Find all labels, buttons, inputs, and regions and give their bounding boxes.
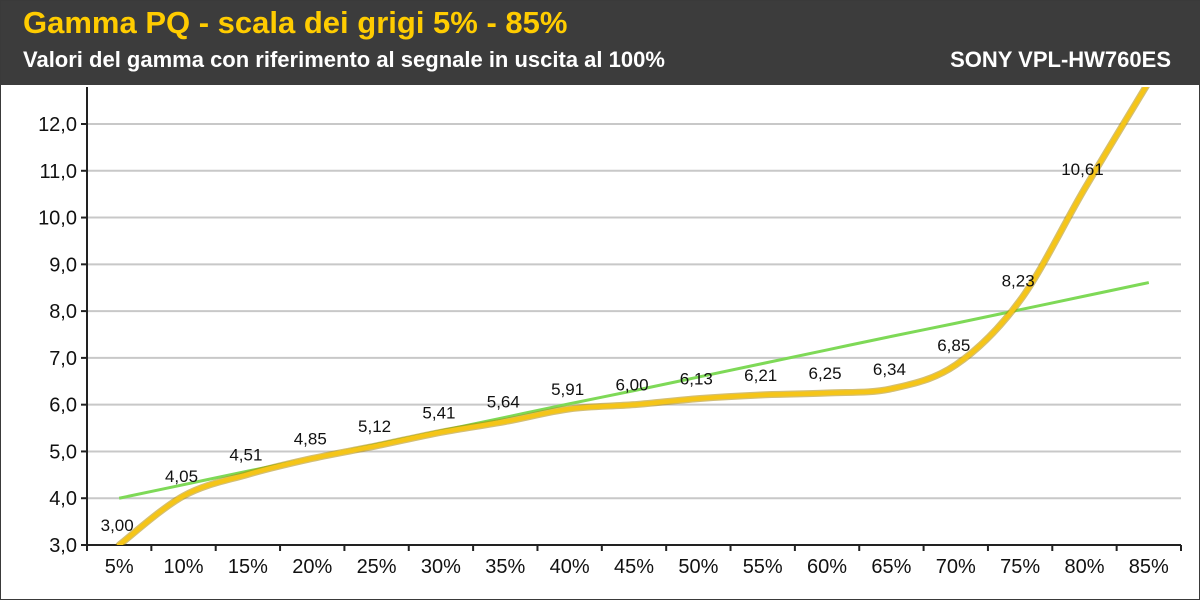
chart-title: Gamma PQ - scala dei grigi 5% - 85% xyxy=(23,5,568,40)
chart-subtitle: Valori del gamma con riferimento al segn… xyxy=(23,47,665,72)
y-tick-label: 9,0 xyxy=(49,254,77,276)
data-label: 5,12 xyxy=(358,417,391,436)
x-tick-label: 10% xyxy=(164,556,204,578)
data-label: 8,23 xyxy=(1002,271,1035,290)
x-tick-label: 35% xyxy=(485,556,525,578)
grid-lines xyxy=(87,123,1181,500)
y-tick-label: 11,0 xyxy=(40,161,77,183)
x-tick-label: 60% xyxy=(807,556,847,578)
x-tick-label: 5% xyxy=(105,556,134,578)
y-tick-label: 5,0 xyxy=(49,441,77,463)
x-tick-label: 85% xyxy=(1129,556,1169,578)
data-label: 5,41 xyxy=(422,403,455,422)
x-tick-label: 75% xyxy=(1000,556,1040,578)
data-label: 5,64 xyxy=(487,393,520,412)
x-tick-label: 45% xyxy=(614,556,654,578)
y-tick-label: 10,0 xyxy=(38,208,77,230)
x-tick-label: 40% xyxy=(550,556,590,578)
x-tick-label: 15% xyxy=(228,556,268,578)
data-label: 6,21 xyxy=(744,366,777,385)
y-tick-label: 7,0 xyxy=(49,348,77,370)
x-tick-label: 65% xyxy=(871,556,911,578)
x-tick-label: 20% xyxy=(292,556,332,578)
series-lines xyxy=(115,87,1150,545)
data-label: 5,91 xyxy=(551,380,584,399)
x-tick-label: 25% xyxy=(357,556,397,578)
y-tick-label: 3,0 xyxy=(49,535,77,557)
x-tick-label: 70% xyxy=(936,556,976,578)
chart-header: Gamma PQ - scala dei grigi 5% - 85% Valo… xyxy=(1,1,1200,85)
data-label: 10,61 xyxy=(1061,160,1104,179)
x-tick-label: 30% xyxy=(421,556,461,578)
y-tick-label: 12,0 xyxy=(38,114,77,136)
data-label: 6,25 xyxy=(809,364,842,383)
data-label: 4,85 xyxy=(294,429,327,448)
x-tick-label: 80% xyxy=(1064,556,1104,578)
data-label: 6,13 xyxy=(680,370,713,389)
data-label: 6,00 xyxy=(615,376,648,395)
data-label: 6,34 xyxy=(873,360,906,379)
device-name: SONY VPL-HW760ES xyxy=(950,47,1171,72)
measured-line-shadow xyxy=(115,87,1150,545)
data-label: 3,00 xyxy=(101,516,134,535)
x-tick-label: 50% xyxy=(678,556,718,578)
axes: 3,0 4,0 5,0 6,0 7,0 8,0 9,0 10,0 11,0 12,0 5% 10% 15… xyxy=(38,87,1182,578)
data-label: 6,85 xyxy=(937,336,970,355)
measured-line xyxy=(116,87,1149,545)
y-tick-label: 6,0 xyxy=(49,395,77,417)
data-label: 4,51 xyxy=(229,445,262,464)
y-tick-label: 8,0 xyxy=(49,301,77,323)
data-label: 4,05 xyxy=(165,467,198,486)
x-tick-label: 55% xyxy=(743,556,783,578)
data-labels: 3,00 4,05 4,51 4,85 5,12 5,41 5,64 5,91 6,00 6,13… xyxy=(101,160,1104,535)
y-tick-label: 4,0 xyxy=(49,488,77,510)
